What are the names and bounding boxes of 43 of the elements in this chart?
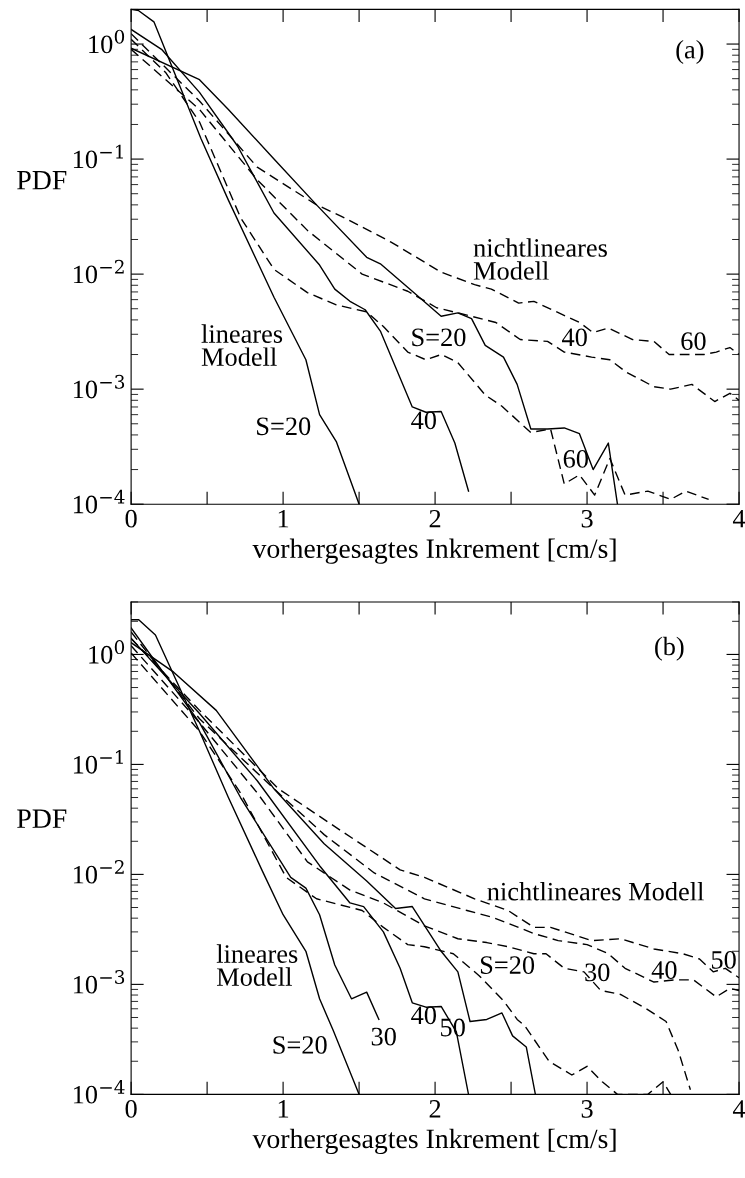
annotation: 50: [711, 950, 736, 969]
y-tick-label: 10$^{−4}$: [73, 1080, 125, 1104]
y-tick-label: 10$^{−3}$: [73, 374, 125, 399]
annotation: nichtlineares Modell: [487, 881, 704, 901]
y-axis-title: PDF: [17, 171, 67, 190]
annotation: 60: [681, 332, 706, 351]
x-tick-label: 2: [429, 1100, 441, 1118]
annotation: lineares Modell: [216, 944, 298, 986]
annotation: nichtlineares Modell: [473, 238, 607, 280]
y-tick-label: 10$^{−2}$: [73, 259, 124, 284]
y-tick-label: 10$^{−1}$: [73, 144, 123, 169]
y-tick-label: 10$^{−4}$: [73, 489, 125, 514]
x-tick-label: 3: [581, 1100, 593, 1118]
annotation: 60: [563, 450, 588, 468]
x-axis-title: vorhergesagtes Inkrement [cm/s]: [252, 1128, 616, 1154]
x-tick-label: 0: [125, 1099, 137, 1118]
x-axis-title: vorhergesagtes Inkrement [cm/s]: [252, 538, 616, 564]
annotation: S=20: [412, 328, 466, 347]
x-tick-label: 4: [732, 1100, 745, 1118]
annotation: 40: [562, 328, 587, 347]
x-tick-label: 1: [278, 1100, 289, 1118]
annotation: 40: [411, 411, 436, 430]
annotation: 40: [651, 961, 677, 979]
y-tick-label: 10$^{0}$: [89, 640, 125, 664]
y-tick-label: 10$^{−3}$: [73, 970, 125, 994]
annotation: (b): [655, 636, 684, 661]
x-tick-label: 3: [581, 509, 593, 528]
x-tick-label: 1: [278, 509, 289, 528]
annotation: 40: [411, 1006, 436, 1025]
x-tick-label: 4: [732, 509, 745, 528]
y-tick-label: 10$^{−1}$: [73, 750, 123, 774]
annotation: 30: [371, 1027, 396, 1046]
annotation: lineares Modell: [201, 324, 283, 366]
annotation: (a): [676, 40, 704, 64]
annotation: S=20: [480, 956, 535, 974]
y-axis-title: PDF: [17, 809, 67, 828]
y-tick-label: 10$^{−2}$: [73, 860, 124, 884]
annotation: S=20: [273, 1036, 327, 1054]
x-tick-label: 0: [125, 509, 137, 528]
annotation: S=20: [257, 417, 311, 436]
annotation: 30: [585, 963, 610, 982]
y-tick-label: 10$^{0}$: [89, 29, 125, 54]
x-tick-label: 2: [429, 509, 441, 528]
